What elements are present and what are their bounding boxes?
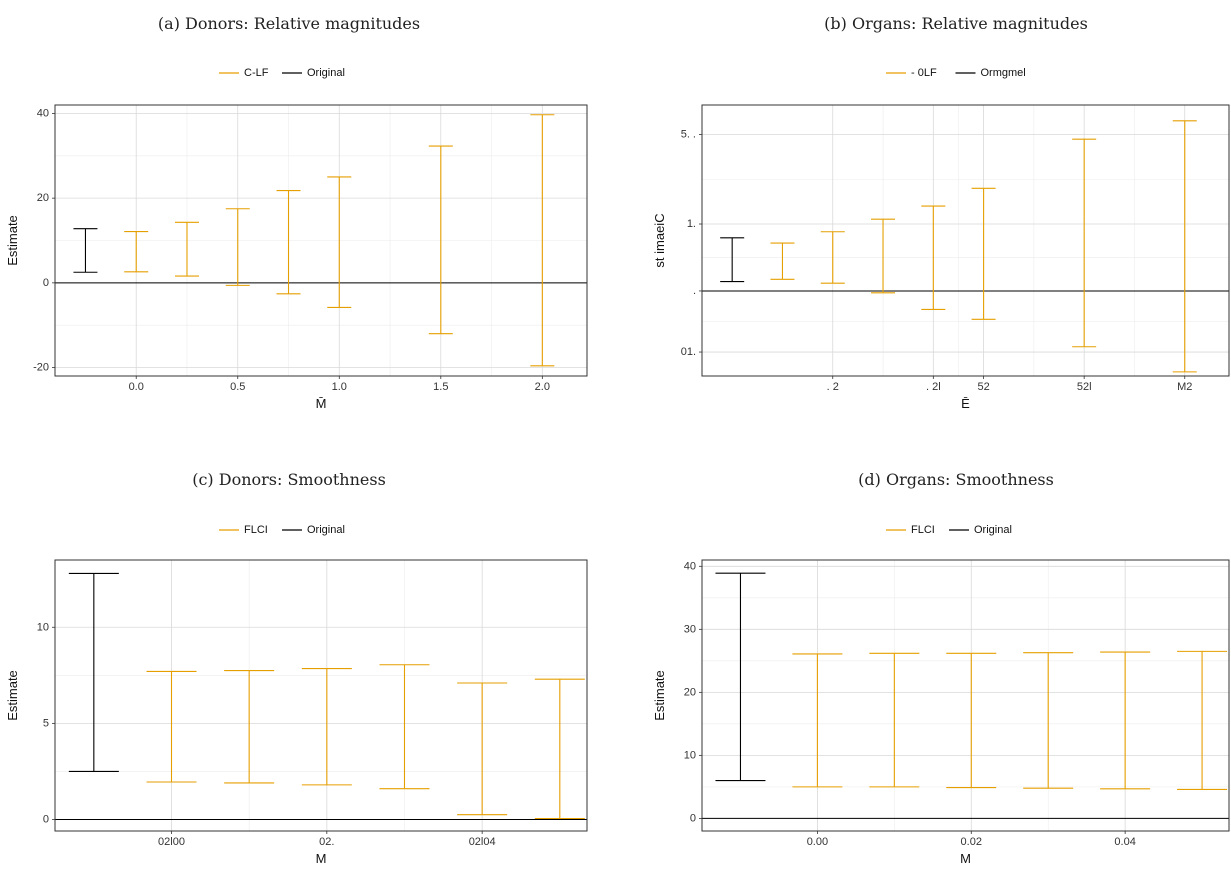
y-axis-title: Estimate bbox=[652, 670, 667, 721]
x-axis-title: M bbox=[960, 851, 971, 866]
panel-title: (d) Organs: Smoothness bbox=[858, 470, 1054, 489]
x-tick-label: 1.5 bbox=[433, 381, 448, 393]
y-tick-label: 0 bbox=[690, 812, 696, 824]
x-tick-label: 02l00 bbox=[158, 836, 185, 848]
y-tick-label: 10 bbox=[37, 621, 49, 633]
x-tick-label: 1.0 bbox=[332, 381, 347, 393]
x-tick-label: 52 bbox=[977, 381, 989, 393]
y-tick-label: . bbox=[693, 285, 696, 297]
x-tick-label: 0.02 bbox=[961, 836, 982, 848]
y-tick-label: 20 bbox=[684, 686, 696, 698]
x-tick-label: 52l bbox=[1077, 381, 1092, 393]
plot-area bbox=[55, 560, 587, 831]
x-tick-label: 0.04 bbox=[1114, 836, 1135, 848]
legend-label-flci: FLCI bbox=[244, 524, 268, 536]
y-axis-title: st imaeiC bbox=[652, 213, 667, 267]
legend-label-original: Ormgmel bbox=[981, 67, 1026, 79]
panel-d: (d) Organs: Smoothness FLCI Original 0.00 0.… bbox=[652, 470, 1229, 866]
legend: C-LF Original bbox=[219, 67, 345, 79]
x-tick-label: 02. bbox=[319, 836, 334, 848]
legend-label-flci: FLCI bbox=[911, 524, 935, 536]
y-tick-label: 0 bbox=[43, 277, 49, 289]
y-tick-label: 0 bbox=[43, 813, 49, 825]
legend-label-original: Original bbox=[307, 67, 345, 79]
y-tick-label: 30 bbox=[684, 623, 696, 635]
x-axis-title: M bbox=[316, 851, 327, 866]
panel-title: (a) Donors: Relative magnitudes bbox=[158, 14, 420, 33]
x-tick-label: 0.0 bbox=[129, 381, 144, 393]
y-tick-label: 40 bbox=[684, 560, 696, 572]
x-tick-label: . 2 bbox=[827, 381, 839, 393]
legend-label-original: Original bbox=[307, 524, 345, 536]
legend-label-flci: - 0LF bbox=[911, 67, 937, 79]
y-tick-label: 10 bbox=[684, 749, 696, 761]
legend: FLCI Original bbox=[886, 524, 1012, 536]
x-tick-label: 0.00 bbox=[807, 836, 828, 848]
legend: - 0LF Ormgmel bbox=[886, 67, 1026, 79]
x-tick-label: 02l04 bbox=[469, 836, 496, 848]
y-axis-title: Estimate bbox=[5, 670, 20, 721]
y-axis-title: Estimate bbox=[5, 215, 20, 266]
x-axis-title: Ē bbox=[961, 396, 970, 411]
legend-label-original: Original bbox=[974, 524, 1012, 536]
legend: FLCI Original bbox=[219, 524, 345, 536]
y-tick-label: 01. bbox=[681, 346, 696, 358]
panel-title: (b) Organs: Relative magnitudes bbox=[824, 14, 1088, 33]
x-tick-label: M2 bbox=[1177, 381, 1192, 393]
y-tick-label: 5 bbox=[43, 717, 49, 729]
plot-area bbox=[702, 560, 1229, 831]
y-tick-label: 1. bbox=[687, 218, 696, 230]
x-tick-label: 0.5 bbox=[230, 381, 245, 393]
panel-c: (c) Donors: Smoothness FLCI Original 02l00 0… bbox=[5, 470, 587, 866]
y-tick-label: 40 bbox=[37, 107, 49, 119]
panel-b: (b) Organs: Relative magnitudes - 0LF Ormg… bbox=[652, 14, 1229, 411]
panel-title: (c) Donors: Smoothness bbox=[192, 470, 386, 489]
x-axis-title: M̄ bbox=[316, 396, 327, 411]
y-tick-label: -20 bbox=[33, 362, 49, 374]
x-tick-label: 2.0 bbox=[535, 381, 550, 393]
y-tick-label: 20 bbox=[37, 192, 49, 204]
legend-label-flci: C-LF bbox=[244, 67, 269, 79]
panel-a: (a) Donors: Relative magnitudes C-LF Origi… bbox=[5, 14, 587, 411]
plot-area bbox=[702, 105, 1229, 376]
y-tick-label: 5. . bbox=[681, 129, 696, 141]
x-tick-label: . 2l bbox=[926, 381, 941, 393]
